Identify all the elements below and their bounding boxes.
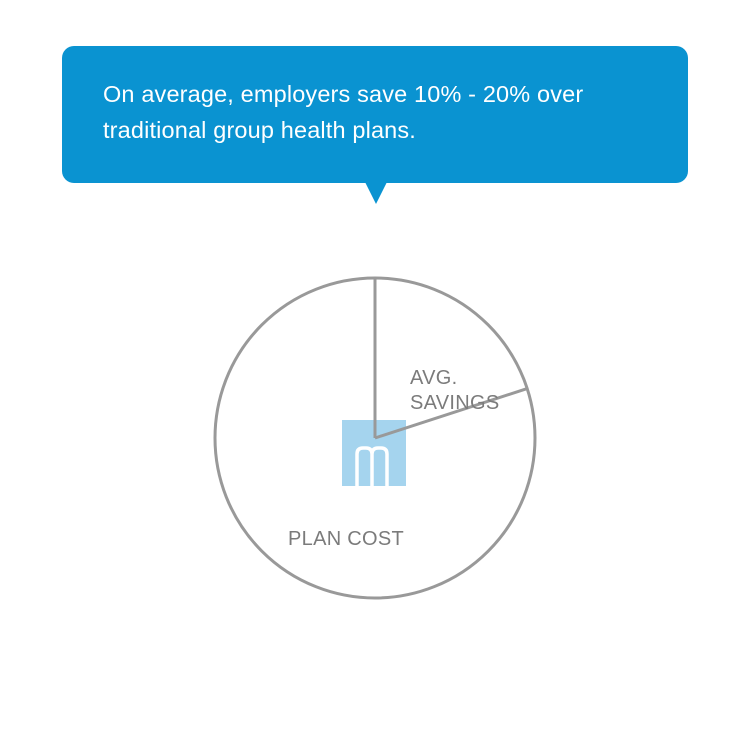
callout-box: On average, employers save 10% - 20% ove… bbox=[62, 46, 688, 183]
pie-divider-line bbox=[374, 387, 528, 440]
pie-outline bbox=[213, 276, 537, 600]
pie-slice-label-line: PLAN COST bbox=[288, 528, 404, 550]
pie-slice-label-line: AVG. bbox=[410, 367, 458, 389]
pie-slice-label-line: SAVINGS bbox=[410, 392, 500, 414]
logo-letter-m bbox=[355, 446, 389, 486]
pie-slice-dividers bbox=[213, 276, 537, 600]
pie-slice-label: AVG. SAVINGS bbox=[410, 367, 500, 414]
pie-slice-labels: AVG. SAVINGS PLAN COST bbox=[288, 367, 500, 550]
pie-slice-avg-savings bbox=[375, 278, 528, 438]
pie-slice-label: PLAN COST bbox=[288, 528, 404, 550]
callout-text: On average, employers save 10% - 20% ove… bbox=[103, 76, 658, 148]
callout-text-line-1: On average, employers save 10% - 20% ove… bbox=[103, 81, 584, 107]
callout-text-line-2: traditional group health plans. bbox=[103, 117, 416, 143]
callout-pointer bbox=[365, 182, 387, 204]
